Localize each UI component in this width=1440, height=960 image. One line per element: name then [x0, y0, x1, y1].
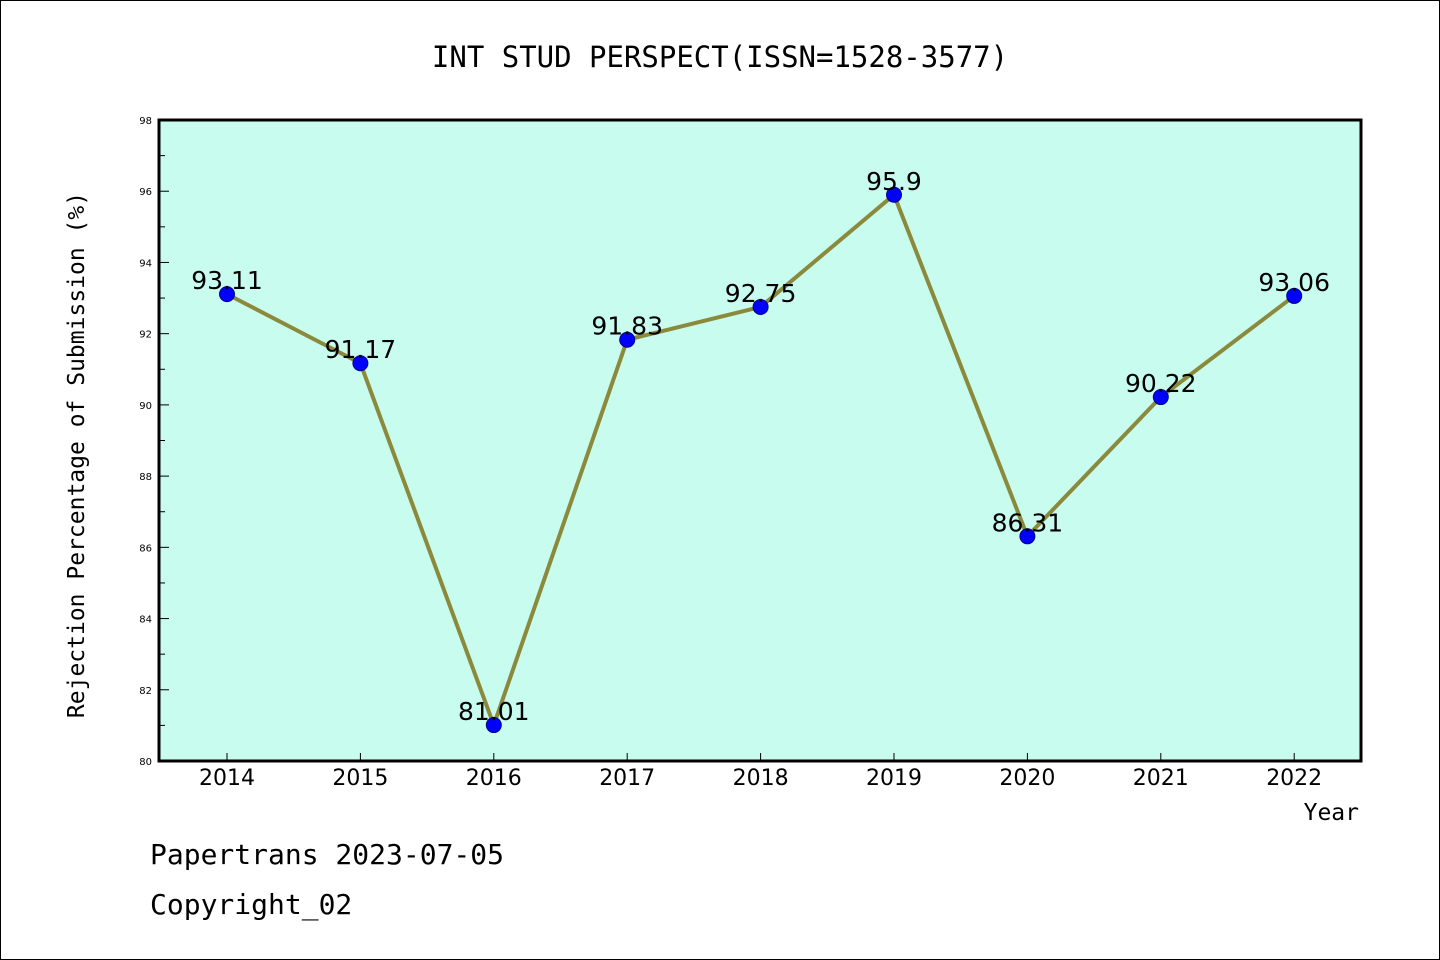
data-label: 91.17: [325, 335, 397, 364]
x-tick-label: 2020: [999, 766, 1055, 791]
data-point: [219, 286, 235, 303]
footer-date: Papertrans 2023-07-05: [150, 838, 504, 871]
data-label: 90.22: [1125, 369, 1197, 398]
y-axis: 80 82 84 86 88 90 92 94 96 98: [139, 116, 169, 768]
data-point: [752, 298, 769, 315]
data-label: 95.9: [866, 167, 922, 196]
x-tick-label: 2021: [1133, 766, 1189, 791]
data-label: 86.31: [992, 508, 1064, 537]
data-point: [1019, 528, 1036, 545]
y-tick-label: 98: [139, 116, 152, 127]
footer-copyright: Copyright_02: [150, 888, 352, 922]
y-tick-label: 96: [139, 187, 152, 198]
y-tick-label: 92: [139, 330, 152, 341]
x-tick-label: 2019: [866, 766, 922, 791]
y-tick-label: 80: [139, 757, 152, 768]
x-tick-label: 2016: [466, 766, 522, 791]
y-tick-label: 82: [139, 686, 152, 697]
x-axis: 2014 2015 2016 2017 2018 2019 2020 2021 2022: [199, 753, 1322, 791]
x-tick-label: 2017: [599, 766, 655, 791]
data-point: [352, 355, 369, 372]
data-label: 93.06: [1258, 268, 1330, 297]
y-tick-label: 90: [139, 401, 152, 412]
y-tick-label: 84: [139, 615, 152, 626]
y-tick-label: 94: [139, 258, 152, 269]
data-point: [886, 186, 902, 203]
x-axis-label: Year: [1304, 800, 1359, 826]
data-label: 81.01: [458, 697, 530, 726]
data-points: [219, 186, 1303, 734]
data-labels: 93.11 91.17 81.01 91.83 92.75 95.9 86.31 90.22 9…: [191, 167, 1330, 726]
x-tick-label: 2015: [332, 766, 388, 791]
plot-area: [157, 118, 1363, 763]
data-point: [485, 717, 502, 734]
data-point: [1286, 287, 1303, 304]
data-label: 91.83: [591, 312, 663, 341]
data-label: 92.75: [725, 279, 797, 308]
data-point: [619, 331, 636, 348]
x-tick-label: 2022: [1266, 766, 1322, 791]
y-axis-label: Rejection Percentage of Submission (%): [64, 192, 90, 718]
x-tick-label: 2018: [733, 766, 789, 791]
y-tick-label: 86: [139, 543, 152, 554]
y-tick-label: 88: [139, 472, 152, 483]
data-label: 93.11: [191, 266, 263, 295]
chart-title: INT STUD PERSPECT(ISSN=1528-3577): [432, 40, 1008, 74]
x-tick-label: 2014: [199, 766, 255, 791]
data-point: [1152, 389, 1169, 406]
